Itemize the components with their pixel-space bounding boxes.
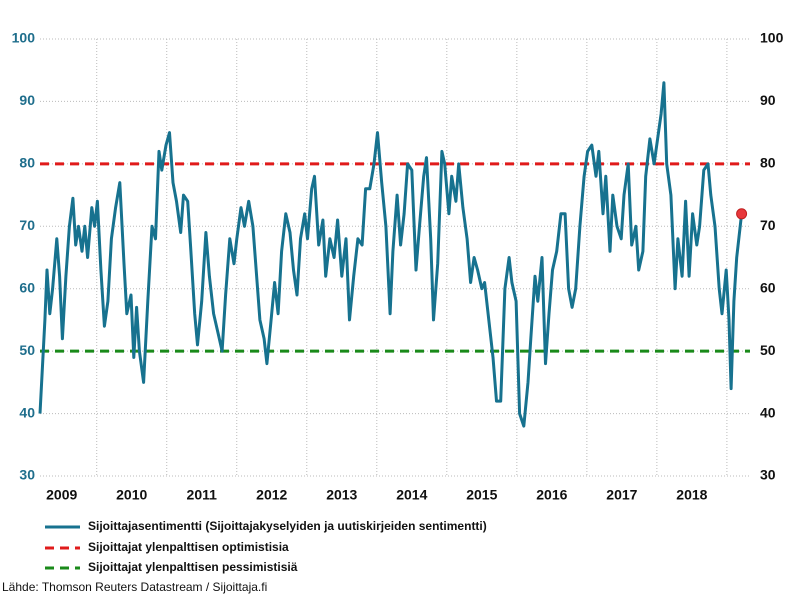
- x-tick-label: 2011: [187, 487, 218, 503]
- x-tick-label: 2018: [676, 487, 707, 503]
- legend-label: Sijoittajat ylenpalttisen optimistisia: [88, 540, 289, 554]
- y-tick-label: 60: [19, 279, 35, 295]
- y-tick-label: 30: [19, 467, 35, 483]
- x-tick-label: 2013: [326, 487, 357, 503]
- x-tick-label: 2012: [256, 487, 287, 503]
- x-tick-label: 2016: [536, 487, 567, 503]
- y-tick-label: 100: [12, 30, 36, 46]
- y-tick-label: 80: [19, 155, 35, 171]
- source: Lähde: Thomson Reuters Datastream / Sijo…: [2, 580, 267, 594]
- legend-label: Sijoittajat ylenpalttisen pessimistisiä: [88, 560, 298, 574]
- y2-tick-label: 70: [760, 217, 776, 233]
- x-tick-label: 2017: [606, 487, 637, 503]
- legend-label: Sijoittajasentimentti (Sijoittajakyselyi…: [88, 519, 487, 533]
- x-tick-label: 2014: [396, 487, 427, 503]
- y-tick-label: 50: [19, 342, 35, 358]
- y2-tick-label: 60: [760, 279, 776, 295]
- y2-tick-label: 40: [760, 404, 776, 420]
- end-marker: [736, 208, 748, 220]
- y2-tick-label: 100: [760, 30, 784, 46]
- y2-tick-label: 50: [760, 342, 776, 358]
- x-tick-label: 2010: [116, 487, 147, 503]
- y2-tick-label: 90: [760, 92, 776, 108]
- y2-tick-label: 80: [760, 155, 776, 171]
- x-tick-label: 2009: [46, 487, 77, 503]
- y2-tick-label: 30: [760, 467, 776, 483]
- y-tick-label: 40: [19, 404, 35, 420]
- line: [38, 81, 744, 428]
- x-tick-label: 2015: [466, 487, 497, 503]
- y-tick-label: 90: [19, 92, 35, 108]
- y-tick-label: 70: [19, 217, 35, 233]
